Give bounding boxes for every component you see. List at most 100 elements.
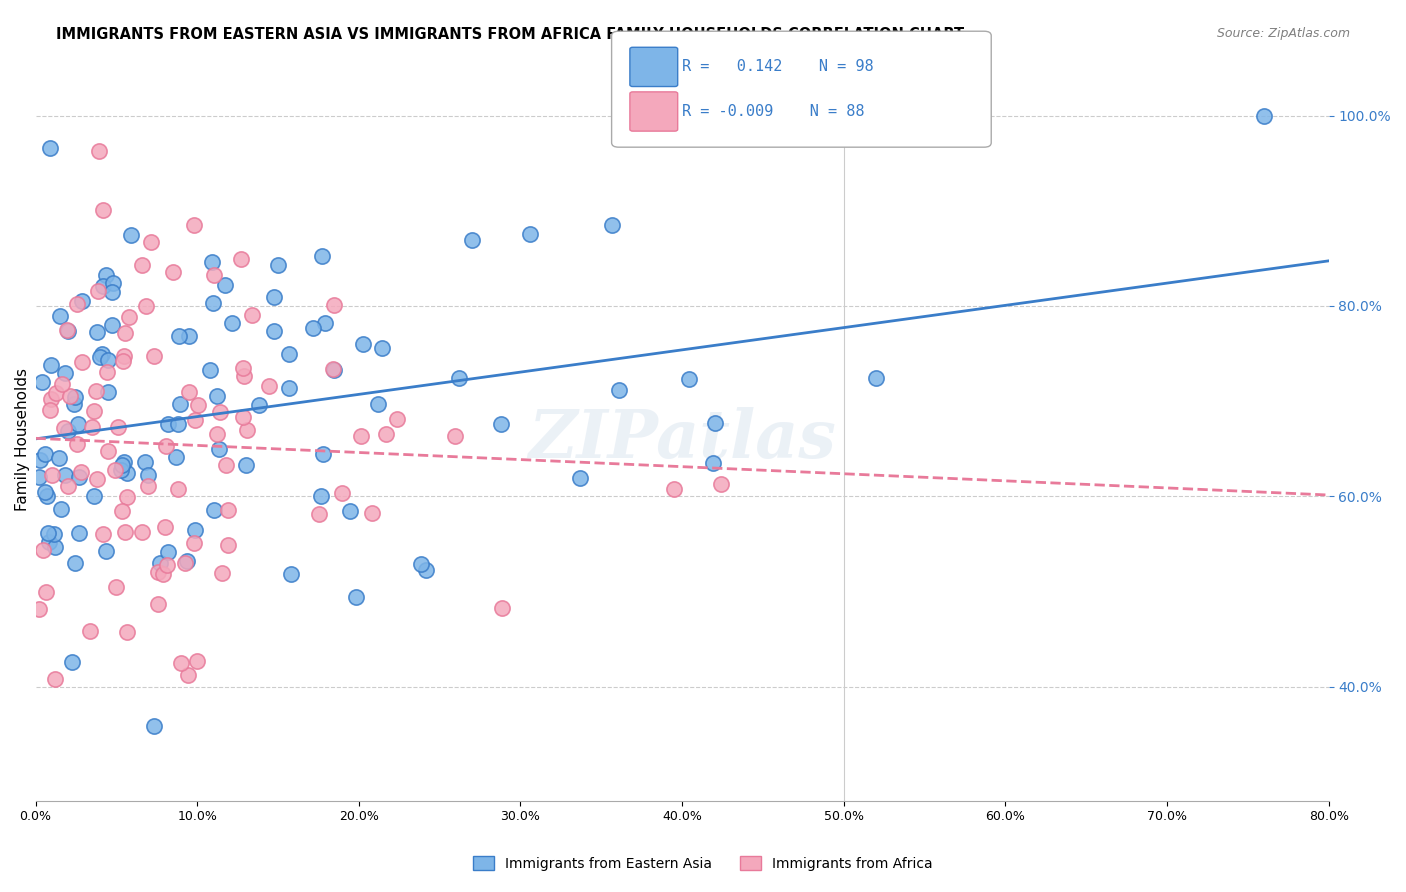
Point (208, 442, 231, 456)
Point (415, 563, 437, 577)
Point (330, 486, 353, 500)
Point (344, 590, 367, 604)
Point (184, 413, 207, 427)
Point (115, 490, 138, 504)
Point (215, 458, 238, 473)
Y-axis label: Family Households: Family Households (15, 368, 30, 510)
Text: Source: ZipAtlas.com: Source: ZipAtlas.com (1216, 27, 1350, 40)
Point (201, 295, 224, 310)
Point (143, 349, 166, 363)
Point (205, 389, 228, 403)
Point (165, 450, 187, 464)
Point (87, 145, 110, 159)
Point (60, 655, 83, 669)
Text: ZIPatlas: ZIPatlas (529, 407, 837, 472)
Point (114, 349, 136, 363)
Point (221, 316, 243, 330)
Point (96, 365, 118, 379)
Point (205, 427, 228, 442)
Point (278, 381, 301, 395)
Point (67, 470, 90, 484)
Point (63, 397, 86, 411)
Point (176, 554, 198, 568)
Point (28, 453, 51, 467)
Point (34, 585, 56, 599)
Point (93, 527, 115, 541)
Point (86, 325, 108, 339)
Point (148, 556, 170, 570)
Point (136, 479, 159, 493)
Point (97, 353, 120, 368)
Point (257, 378, 280, 392)
Point (519, 227, 541, 242)
Point (198, 362, 221, 376)
Point (49, 501, 72, 516)
Point (201, 254, 224, 268)
Point (103, 276, 125, 290)
Point (339, 504, 361, 518)
Point (311, 249, 333, 263)
Point (118, 310, 141, 324)
Point (44, 540, 66, 554)
Point (704, 416, 727, 430)
Point (131, 524, 153, 539)
Point (41, 467, 63, 482)
Point (280, 566, 302, 581)
Point (170, 656, 193, 670)
Point (105, 580, 128, 594)
Point (114, 525, 136, 540)
Point (111, 458, 134, 473)
Point (56, 479, 79, 493)
Point (120, 227, 142, 242)
Point (146, 566, 169, 580)
Text: IMMIGRANTS FROM EASTERN ASIA VS IMMIGRANTS FROM AFRICA FAMILY HOUSEHOLDS CORRELA: IMMIGRANTS FROM EASTERN ASIA VS IMMIGRAN… (56, 27, 965, 42)
Point (186, 654, 208, 668)
Point (59, 389, 82, 403)
Point (702, 456, 724, 470)
Point (277, 347, 299, 361)
Point (322, 362, 344, 376)
Point (91, 347, 114, 361)
Point (229, 252, 252, 267)
Point (350, 429, 373, 443)
Point (51, 377, 73, 392)
Point (183, 218, 205, 232)
Point (247, 398, 270, 412)
Point (139, 235, 162, 249)
Text: R =   0.142    N = 98: R = 0.142 N = 98 (682, 60, 873, 74)
Point (209, 405, 232, 419)
Point (1253, 108, 1275, 122)
Point (235, 458, 257, 472)
Point (34, 448, 56, 462)
Point (204, 268, 226, 283)
Point (53, 366, 76, 380)
Point (31, 375, 53, 389)
Point (44, 672, 66, 686)
Point (184, 523, 207, 537)
Point (155, 439, 177, 453)
Point (153, 520, 176, 534)
Point (314, 316, 336, 330)
Point (39, 141, 62, 155)
Point (387, 411, 409, 425)
Point (136, 468, 159, 483)
Point (361, 506, 384, 520)
Point (678, 372, 700, 386)
Point (34, 484, 56, 499)
Point (104, 463, 127, 477)
Point (37, 489, 59, 503)
Point (70, 294, 93, 309)
Point (217, 538, 239, 552)
Point (48, 450, 70, 465)
Point (263, 290, 285, 304)
Point (91, 279, 114, 293)
Point (86, 472, 108, 486)
Text: R = -0.009    N = 88: R = -0.009 N = 88 (682, 104, 865, 119)
Point (31, 543, 53, 558)
Point (79, 624, 101, 639)
Point (167, 329, 190, 343)
Point (367, 397, 389, 411)
Point (156, 545, 179, 559)
Point (42, 527, 65, 541)
Point (39, 392, 62, 406)
